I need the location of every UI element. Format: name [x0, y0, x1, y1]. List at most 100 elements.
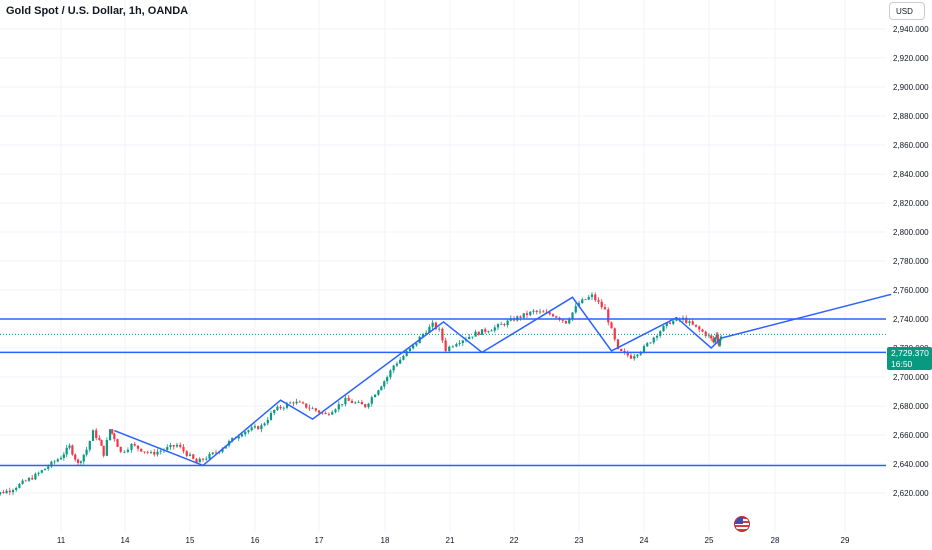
candle-body: [471, 336, 474, 338]
candle-body: [389, 370, 392, 378]
candle-body: [633, 356, 636, 359]
candle-body: [276, 406, 279, 410]
candle-body: [71, 445, 74, 455]
last-price-value: 2,729.370: [891, 348, 929, 358]
candle-body: [425, 332, 428, 335]
price-tick-label: 2,700.000: [893, 373, 929, 382]
candle-body: [136, 445, 140, 449]
candle-body: [311, 408, 314, 410]
price-tick-label: 2,660.000: [893, 431, 929, 440]
price-axis[interactable]: 2,620.000 2,640.000 2,660.000 2,680.000 2,70…: [893, 25, 929, 498]
candle-body: [568, 319, 571, 324]
bar-countdown: 16:50: [891, 359, 913, 369]
candle-body: [65, 447, 68, 455]
price-tick-label: 2,940.000: [893, 25, 929, 34]
time-tick-label: 28: [771, 536, 780, 545]
candle-body: [211, 452, 214, 454]
candle-body: [95, 430, 98, 439]
candle-body: [43, 468, 47, 471]
candle-body: [402, 355, 405, 360]
candle-body: [642, 346, 646, 352]
candle-body: [490, 330, 493, 332]
candle-body: [529, 311, 532, 316]
candle-body: [655, 335, 659, 338]
candle-body: [102, 445, 105, 456]
candle-body: [718, 339, 722, 346]
candle-body: [500, 324, 503, 325]
candle-body: [564, 320, 568, 324]
candle-body: [370, 397, 373, 404]
candle-body: [257, 426, 260, 430]
candle-body: [600, 301, 603, 308]
price-tick-label: 2,680.000: [893, 402, 929, 411]
candle-body: [21, 480, 24, 484]
candle-body: [324, 412, 327, 414]
candle-body: [24, 480, 27, 482]
symbol-title[interactable]: Gold Spot / U.S. Dollar, 1h, OANDA: [6, 5, 189, 17]
time-tick-label: 21: [446, 536, 455, 545]
time-tick-label: 22: [510, 536, 519, 545]
candle-body: [707, 335, 711, 337]
candle-body: [668, 322, 672, 324]
candle-body: [205, 458, 208, 460]
candle-body: [305, 403, 308, 408]
time-tick-label: 16: [251, 536, 260, 545]
candle-body: [279, 406, 282, 409]
candle-body: [47, 466, 50, 469]
candle-body: [149, 451, 153, 453]
candle-body: [461, 340, 464, 344]
candle-body: [636, 354, 639, 357]
candle-body: [100, 440, 103, 446]
candle-body: [50, 461, 53, 467]
candle-body: [646, 343, 649, 347]
candle-body: [108, 429, 112, 440]
candle-body: [374, 394, 377, 398]
price-tick-label: 2,800.000: [893, 228, 929, 237]
candle-body: [665, 322, 668, 326]
zigzag-pattern[interactable]: [114, 296, 721, 467]
candle-body: [27, 477, 31, 481]
chart-grid: [0, 0, 886, 532]
candle-body: [113, 433, 116, 440]
time-tick-label: 23: [575, 536, 584, 545]
price-tick-label: 2,920.000: [893, 54, 929, 63]
candle-body: [85, 449, 88, 455]
candle-body: [156, 451, 159, 455]
candle-body: [126, 449, 130, 452]
candle-body: [720, 336, 723, 340]
time-tick-label: 29: [841, 536, 850, 545]
candle-body: [377, 390, 380, 395]
currency-button[interactable]: USD: [889, 2, 925, 20]
candle-body: [542, 311, 545, 313]
candle-body: [662, 325, 665, 332]
us-flag-icon[interactable]: [734, 516, 750, 532]
candle-body: [607, 309, 610, 323]
candle-body: [282, 407, 285, 409]
candle-body: [2, 492, 5, 494]
candle-body: [88, 440, 91, 450]
price-tick-label: 2,860.000: [893, 141, 929, 150]
candle-body: [652, 337, 655, 343]
trend-line[interactable]: [722, 293, 892, 339]
candle-body: [244, 431, 247, 435]
candle-body: [357, 401, 360, 403]
candle-body: [18, 483, 21, 488]
candle-body: [548, 312, 551, 315]
candle-body: [458, 343, 461, 345]
candle-body: [298, 401, 301, 403]
candle-body: [506, 320, 509, 326]
candle-body: [295, 401, 298, 404]
time-tick-label: 18: [381, 536, 390, 545]
candle-body: [40, 470, 43, 473]
candle-body: [383, 381, 386, 387]
candle-body: [493, 327, 496, 331]
time-axis[interactable]: 11 14 15 16 17 18 21 22 23 24 25 28 29: [57, 536, 850, 545]
candle-body: [448, 346, 451, 351]
candle-body: [263, 423, 266, 426]
drawings[interactable]: [0, 293, 892, 467]
time-tick-label: 14: [121, 536, 130, 545]
candle-body: [273, 409, 276, 413]
candle-body: [367, 403, 370, 408]
candle-body: [412, 345, 415, 349]
